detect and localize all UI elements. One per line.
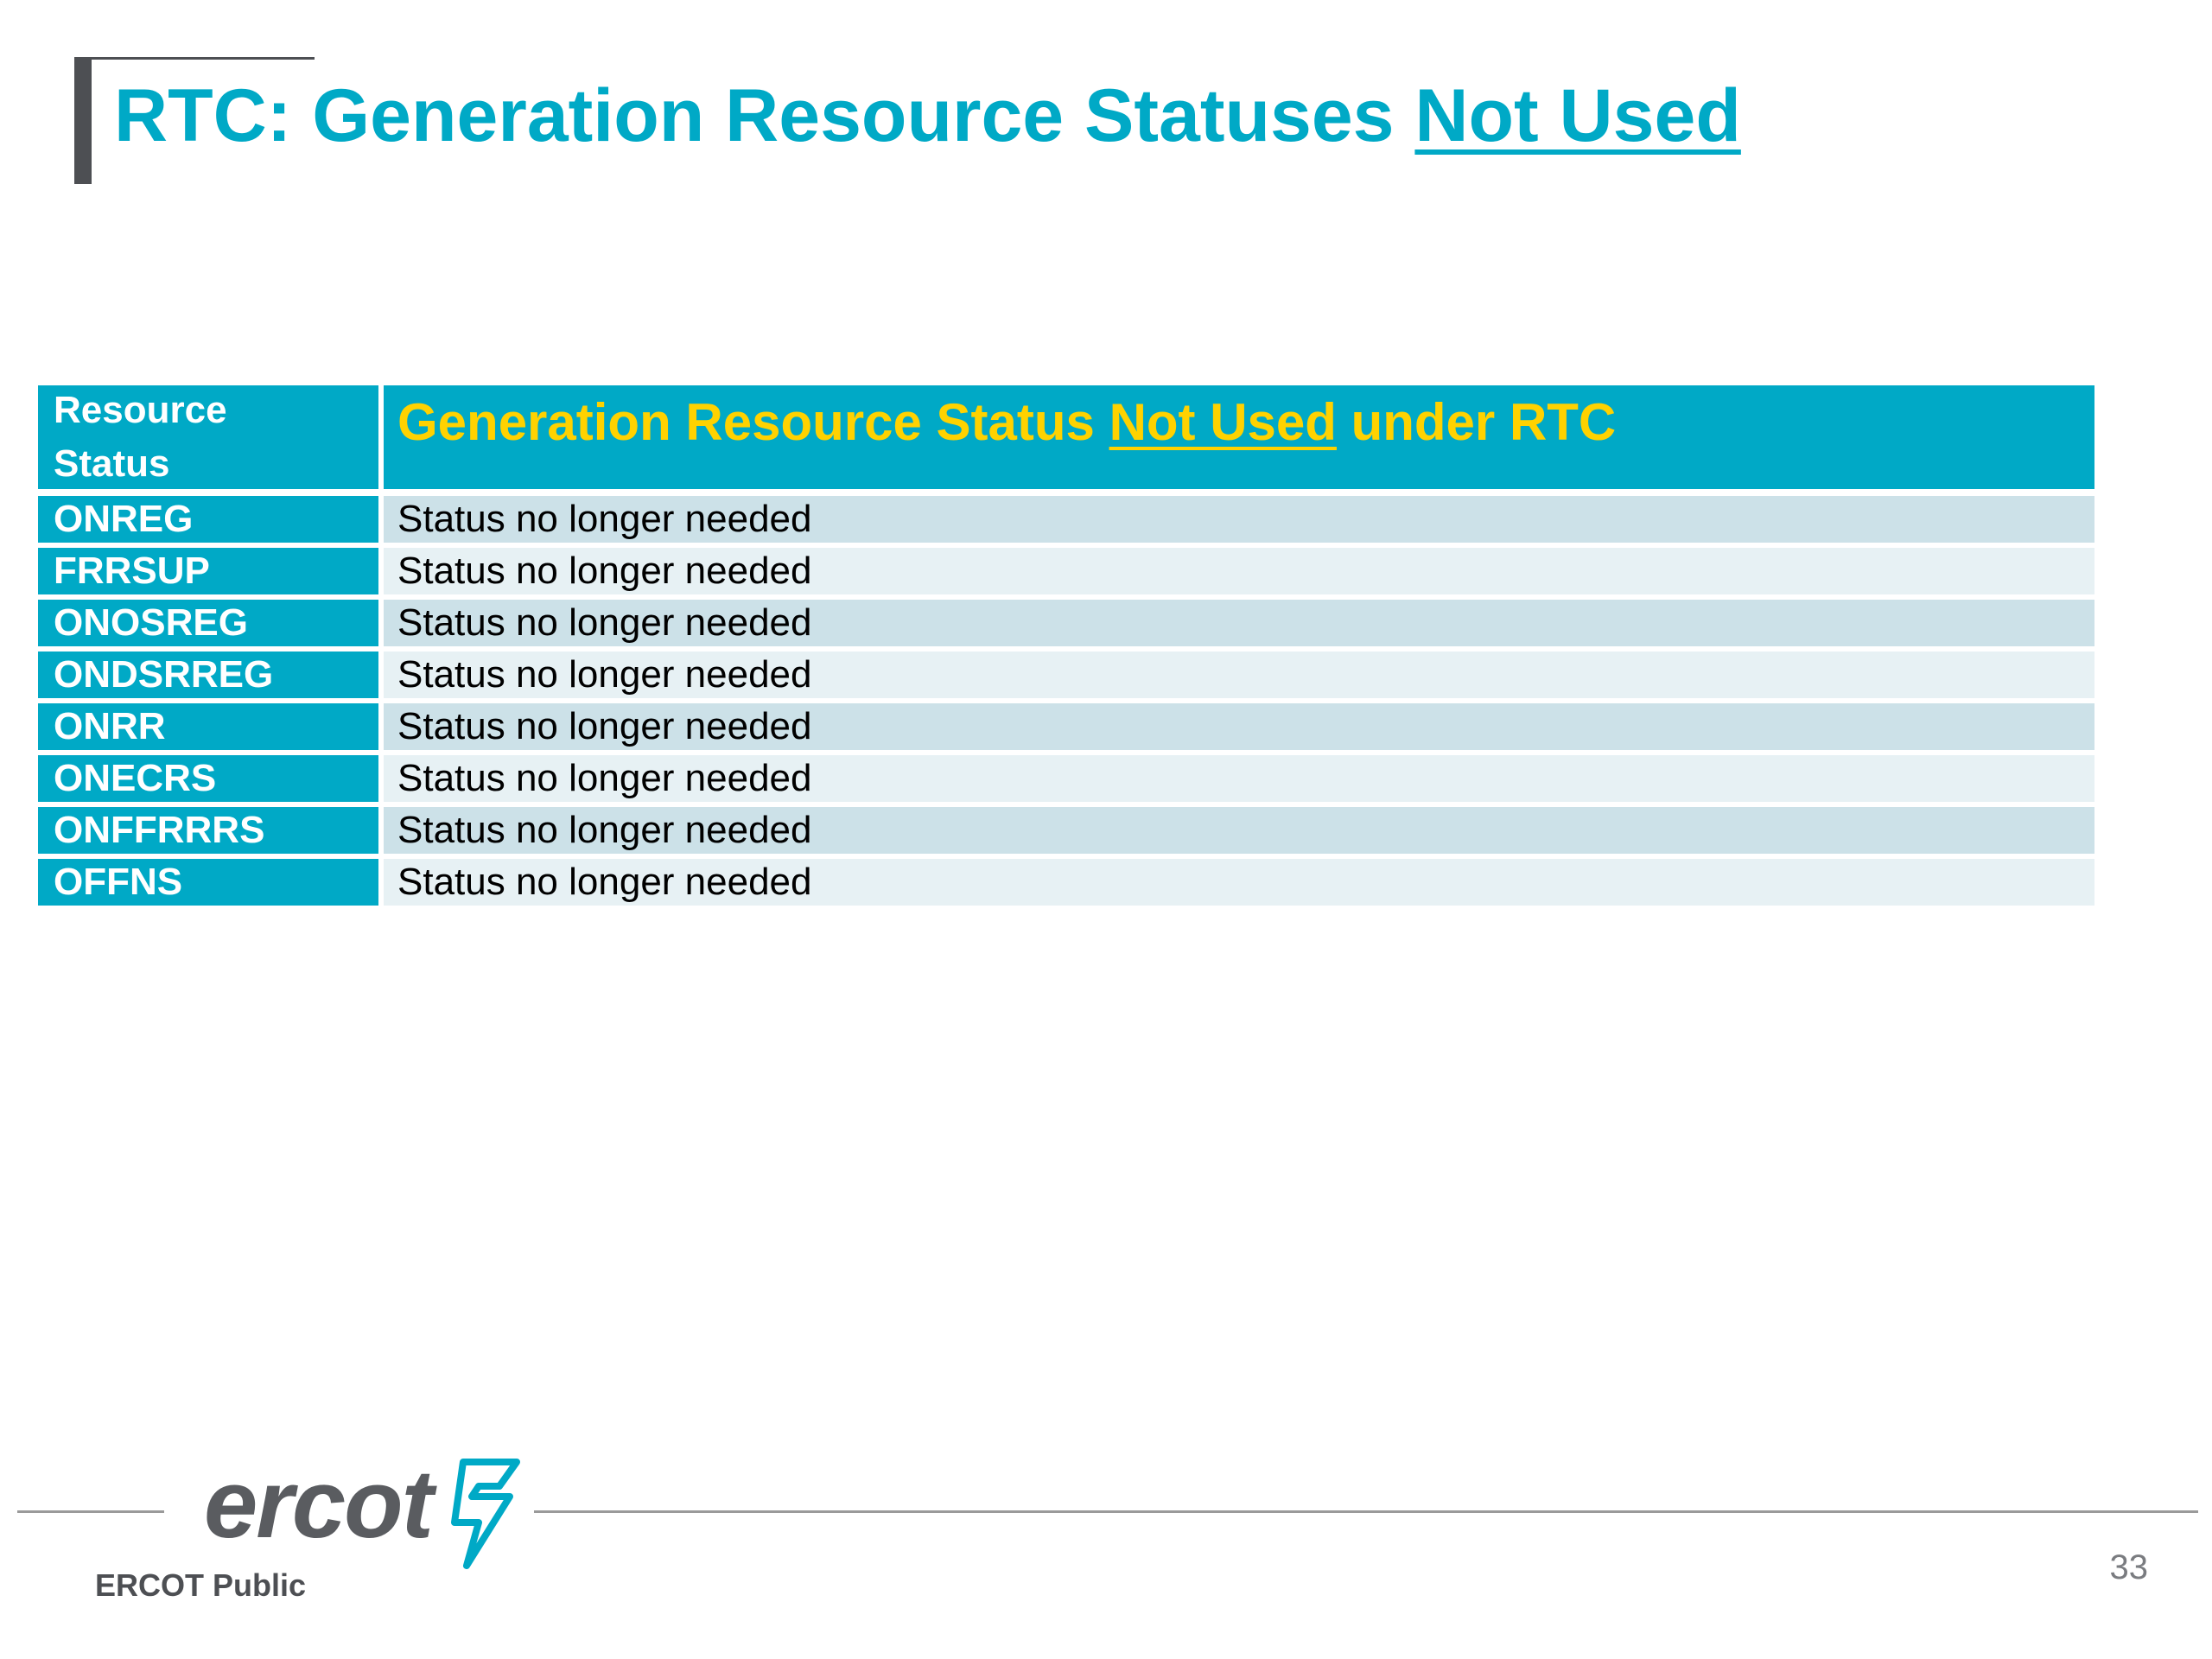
description-cell: Status no longer needed	[384, 703, 2094, 750]
status-cell: ONOSREG	[38, 600, 378, 646]
table-row: OFFNS Status no longer needed	[38, 859, 2094, 906]
page-number: 33	[2109, 1548, 2149, 1586]
page-title: RTC: Generation Resource Statuses Not Us…	[114, 73, 1741, 159]
status-cell: ONRR	[38, 703, 378, 750]
footer-classification: ERCOT Public	[95, 1567, 307, 1603]
header-description: Generation Resource Status Not Used unde…	[384, 385, 2094, 489]
status-cell: ONREG	[38, 496, 378, 543]
description-cell: Status no longer needed	[384, 755, 2094, 802]
description-cell: Status no longer needed	[384, 807, 2094, 854]
footer-divider-left	[17, 1510, 164, 1513]
table-row: ONFFRRRS Status no longer needed	[38, 807, 2094, 854]
logo-text: ercot	[204, 1450, 434, 1558]
header-right-suffix: under RTC	[1336, 393, 1617, 451]
table-row: ONOSREG Status no longer needed	[38, 600, 2094, 646]
description-cell: Status no longer needed	[384, 548, 2094, 594]
footer-divider-right	[534, 1510, 2198, 1513]
ercot-logo: ercot	[204, 1448, 532, 1569]
lightning-icon	[450, 1459, 520, 1569]
header-left-line1: Resource	[54, 389, 227, 431]
description-cell: Status no longer needed	[384, 859, 2094, 906]
table-row: ONDSRREG Status no longer needed	[38, 652, 2094, 698]
table-header-row: Resource Status Generation Resource Stat…	[38, 385, 2094, 489]
table-row: ONECRS Status no longer needed	[38, 755, 2094, 802]
title-bracket-vertical	[74, 57, 92, 184]
description-cell: Status no longer needed	[384, 652, 2094, 698]
status-table: Resource Status Generation Resource Stat…	[38, 385, 2094, 906]
table-row: FRRSUP Status no longer needed	[38, 548, 2094, 594]
header-right-underlined: Not Used	[1109, 393, 1337, 451]
title-underlined: Not Used	[1414, 74, 1741, 157]
status-cell: ONDSRREG	[38, 652, 378, 698]
status-cell: FRRSUP	[38, 548, 378, 594]
description-cell: Status no longer needed	[384, 496, 2094, 543]
status-cell: OFFNS	[38, 859, 378, 906]
header-resource-status: Resource Status	[38, 385, 378, 489]
status-cell: ONFFRRRS	[38, 807, 378, 854]
header-left-line2: Status	[54, 442, 170, 485]
status-cell: ONECRS	[38, 755, 378, 802]
title-bracket-horizontal	[74, 57, 315, 60]
title-prefix: RTC: Generation Resource Statuses	[114, 74, 1415, 157]
table-row: ONREG Status no longer needed	[38, 496, 2094, 543]
table-row: ONRR Status no longer needed	[38, 703, 2094, 750]
header-right-prefix: Generation Resource Status	[397, 393, 1109, 451]
description-cell: Status no longer needed	[384, 600, 2094, 646]
